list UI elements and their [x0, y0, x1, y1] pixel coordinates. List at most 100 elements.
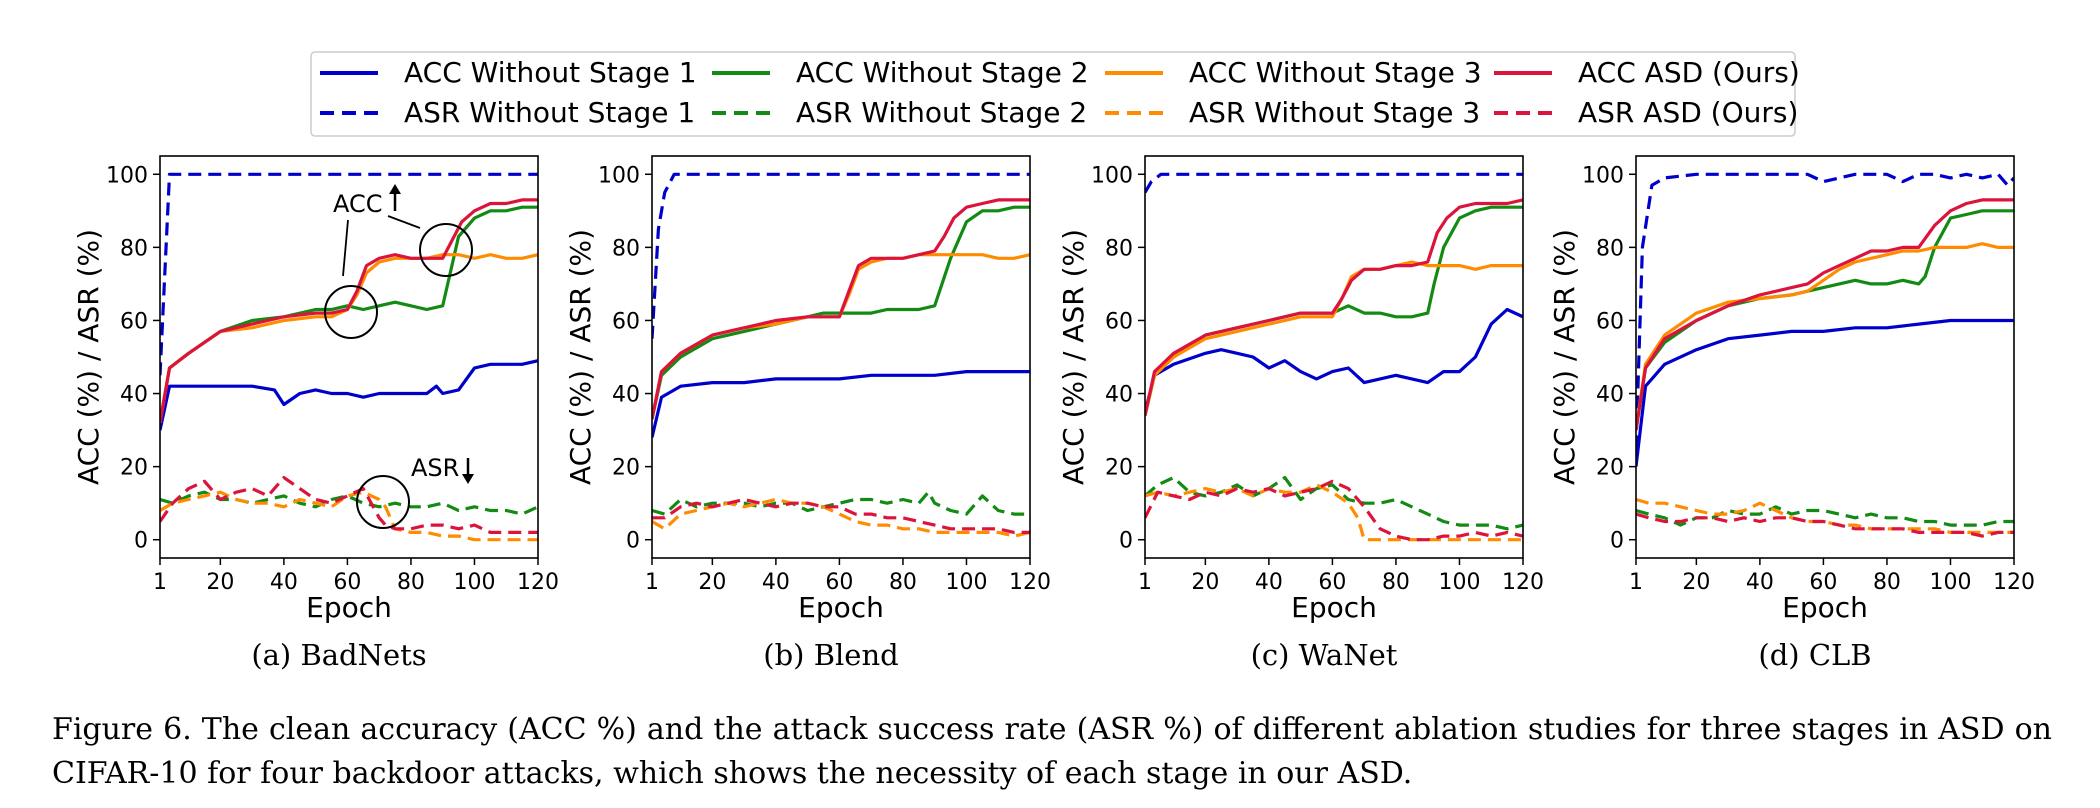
- series-line: [1145, 483, 1523, 542]
- legend-label: ACC Without Stage 1: [404, 56, 697, 89]
- y-axis-label: ACC (%) / ASR (%): [564, 229, 597, 485]
- legend-entry: ACC Without Stage 1: [320, 56, 697, 89]
- plot-area: [652, 172, 1030, 538]
- x-tick-label: 60: [1318, 570, 1346, 595]
- y-tick-label: 80: [1105, 236, 1133, 261]
- x-tick-label: 120: [517, 570, 559, 595]
- x-tick-label: 60: [1809, 570, 1837, 595]
- panel-caption: (c) WaNet: [1251, 638, 1398, 672]
- x-tick-label: 80: [1382, 570, 1410, 595]
- y-tick-label: 60: [612, 309, 640, 334]
- x-tick-label: 60: [825, 570, 853, 595]
- series-line: [160, 198, 538, 424]
- x-tick-label: 120: [1993, 570, 2035, 595]
- axes-frame: [1635, 155, 2015, 559]
- series-line: [160, 205, 538, 424]
- legend-entry: ACC Without Stage 3: [1105, 56, 1482, 89]
- y-tick-label: 100: [106, 163, 148, 188]
- x-tick-label: 120: [1009, 570, 1051, 595]
- panel-caption: (a) BadNets: [251, 638, 426, 672]
- x-tick-label: 60: [333, 570, 361, 595]
- x-tick-label: 1: [1629, 570, 1643, 595]
- series-line: [652, 370, 1030, 438]
- y-tick-label: 20: [1105, 456, 1133, 481]
- series-line: [652, 497, 1030, 535]
- asr-annotation-label: ASR: [411, 454, 459, 482]
- x-tick-label: 100: [1438, 570, 1480, 595]
- legend-entry: ACC ASD (Ours): [1494, 56, 1800, 89]
- legend-entry: ACC Without Stage 2: [712, 56, 1089, 89]
- series-line: [652, 198, 1030, 420]
- series-line: [1145, 479, 1523, 542]
- legend: ACC Without Stage 1 ACC Without Stage 2 AC…: [310, 51, 1800, 137]
- legend-entry: ASR Without Stage 2: [712, 96, 1087, 129]
- series-line: [1636, 512, 2014, 538]
- panel-caption: (b) Blend: [763, 638, 898, 672]
- x-axis-label: Epoch: [798, 591, 884, 624]
- series-line: [160, 359, 538, 431]
- legend-frame: [310, 51, 1796, 137]
- x-tick-label: 40: [270, 570, 298, 595]
- series-line: [1636, 497, 2014, 535]
- legend-label: ASR Without Stage 1: [404, 96, 695, 129]
- x-axis-label: Epoch: [1291, 591, 1377, 624]
- series-line: [160, 490, 538, 542]
- series-line: [1145, 307, 1523, 413]
- x-tick-label: 1: [1138, 570, 1152, 595]
- y-tick-label: 100: [1091, 163, 1133, 188]
- acc-annotation: ACC: [324, 184, 473, 339]
- y-axis-label: ACC (%) / ASR (%): [72, 229, 105, 485]
- series-line: [160, 172, 538, 376]
- x-tick-label: 20: [1191, 570, 1219, 595]
- y-tick-label: 20: [1596, 456, 1624, 481]
- y-tick-label: 0: [1119, 529, 1133, 554]
- series-line: [160, 476, 538, 535]
- legend-entry: ASR ASD (Ours): [1494, 96, 1798, 129]
- legend-label: ASR Without Stage 3: [1189, 96, 1480, 129]
- x-tick-label: 100: [1929, 570, 1971, 595]
- legend-label: ACC Without Stage 2: [796, 56, 1089, 89]
- series-line: [1145, 198, 1523, 416]
- y-tick-label: 60: [1596, 309, 1624, 334]
- y-tick-label: 60: [1105, 309, 1133, 334]
- y-tick-label: 40: [1105, 383, 1133, 408]
- x-tick-label: 20: [1682, 570, 1710, 595]
- series-line: [1636, 242, 2014, 431]
- legend-label: ASR ASD (Ours): [1578, 96, 1798, 129]
- legend-entry: ASR Without Stage 1: [320, 96, 695, 129]
- series-line: [652, 205, 1030, 420]
- axes-frame: [159, 155, 539, 559]
- x-tick-label: 80: [889, 570, 917, 595]
- acc-annotation-label: ACC: [333, 190, 383, 218]
- series-line: [652, 490, 1030, 516]
- y-axis-label: ACC (%) / ASR (%): [1057, 229, 1090, 485]
- acc-arrowhead-icon: [389, 184, 401, 194]
- series-line: [1636, 172, 2014, 449]
- y-tick-label: 0: [626, 529, 640, 554]
- asr-annotation: ASR: [356, 454, 474, 529]
- series-line: [652, 172, 1030, 339]
- annotations: ACC ASR: [324, 184, 474, 529]
- y-tick-label: 40: [612, 383, 640, 408]
- series-line: [1636, 198, 2014, 431]
- acc-highlight-circle: [324, 285, 378, 339]
- series-line: [160, 253, 538, 424]
- x-axis-label: Epoch: [306, 591, 392, 624]
- axes-frame: [651, 155, 1031, 559]
- x-tick-label: 1: [645, 570, 659, 595]
- acc-highlight-circle: [419, 223, 473, 277]
- figure-caption: Figure 6. The clean accuracy (ACC %) and…: [52, 708, 2052, 796]
- y-tick-label: 100: [1582, 163, 1624, 188]
- y-tick-label: 100: [598, 163, 640, 188]
- series-line: [1145, 476, 1523, 531]
- x-tick-label: 100: [945, 570, 987, 595]
- series-line: [1145, 172, 1523, 194]
- x-tick-label: 40: [762, 570, 790, 595]
- y-tick-label: 0: [1610, 529, 1624, 554]
- x-axis-label: Epoch: [1782, 591, 1868, 624]
